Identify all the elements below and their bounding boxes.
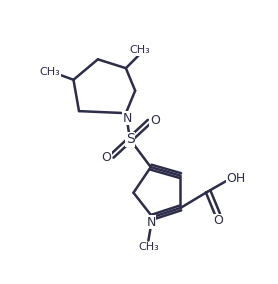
- Text: CH₃: CH₃: [138, 243, 159, 252]
- Text: O: O: [150, 114, 160, 127]
- Text: N: N: [123, 112, 132, 125]
- Text: S: S: [126, 132, 134, 147]
- Text: O: O: [101, 151, 111, 164]
- Text: O: O: [213, 214, 223, 227]
- Text: CH₃: CH₃: [130, 45, 150, 55]
- Text: CH₃: CH₃: [39, 67, 60, 77]
- Text: N: N: [147, 216, 156, 229]
- Text: OH: OH: [226, 172, 245, 185]
